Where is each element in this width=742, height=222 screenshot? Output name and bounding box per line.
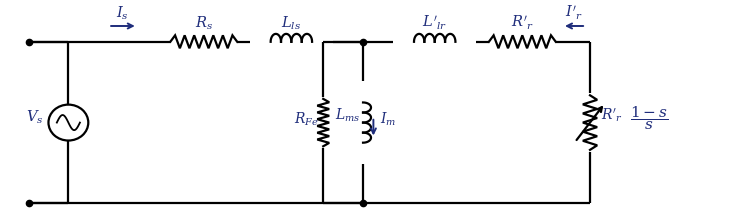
Text: $V_s$: $V_s$ <box>26 108 44 125</box>
Text: $L'_{lr}$: $L'_{lr}$ <box>422 14 447 32</box>
Text: $R'_r$: $R'_r$ <box>601 107 623 124</box>
Text: $I_m$: $I_m$ <box>380 110 396 128</box>
Text: $L_{ms}$: $L_{ms}$ <box>335 107 360 124</box>
Text: $\dfrac{1-s}{s}$: $\dfrac{1-s}{s}$ <box>630 104 668 132</box>
Text: $R_s$: $R_s$ <box>194 15 213 32</box>
Text: $I_s$: $I_s$ <box>116 5 129 22</box>
Text: $L_{ls}$: $L_{ls}$ <box>281 15 301 32</box>
Text: $R'_r$: $R'_r$ <box>510 14 533 32</box>
Text: $I'_r$: $I'_r$ <box>565 4 583 22</box>
Text: $R_{Fe}$: $R_{Fe}$ <box>294 110 318 128</box>
